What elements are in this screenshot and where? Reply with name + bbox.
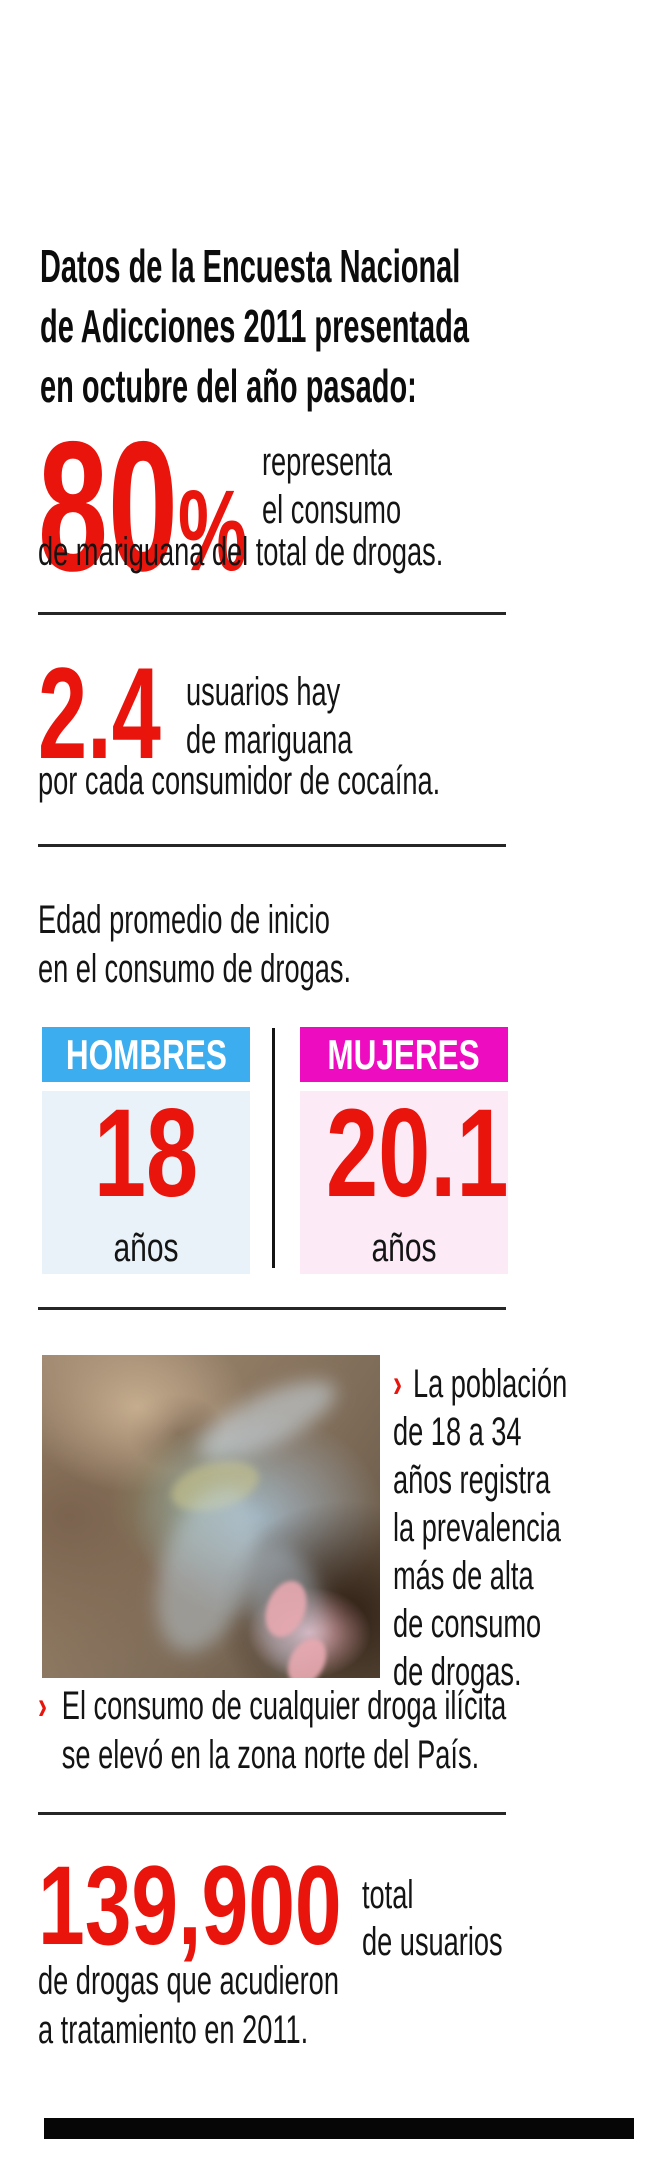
stat-usuarios-tail: por cada consumidor de cocaína. xyxy=(38,759,441,803)
bullet-poblacion-line1: La población xyxy=(412,1362,568,1406)
card-mujeres-unit: años xyxy=(371,1226,437,1270)
section-divider-1 xyxy=(38,612,506,615)
total-tail: de drogas que acudieron a tratamiento en… xyxy=(38,1957,339,2055)
total-tail-line1: de drogas que acudieron xyxy=(38,1959,339,2003)
card-hombres-label: HOMBRES xyxy=(65,1030,227,1078)
chevron-bullet-icon: › xyxy=(393,1362,403,1406)
bullet-consumo-line2: se elevó en la zona norte del País. xyxy=(61,1733,480,1777)
total-value: 139,900 xyxy=(38,1843,342,1968)
card-mujeres-body: 20.1 años xyxy=(300,1091,508,1274)
intro-title-line1: Datos de la Encuesta Nacional xyxy=(40,240,461,292)
bullet-poblacion-line2: de 18 a 34 xyxy=(393,1410,522,1454)
stat-usuarios-side-text: usuarios hay de mariguana xyxy=(186,668,352,764)
age-heading-line1: Edad promedio de inicio xyxy=(38,898,330,942)
stat-mariguana-side-line1: representa xyxy=(262,440,393,484)
intro-title-line2: de Adicciones 2011 presentada xyxy=(40,300,470,352)
card-mujeres-label: MUJERES xyxy=(327,1030,481,1078)
bullet-poblacion-line3: años registra xyxy=(393,1458,551,1502)
section-divider-4 xyxy=(38,1812,506,1815)
bullet-poblacion-line5: más de alta xyxy=(393,1554,534,1598)
card-hombres-unit: años xyxy=(113,1226,179,1270)
cards-vertical-divider xyxy=(272,1028,275,1268)
stat-mariguana-percent-sign: % xyxy=(177,467,248,595)
total-side-line2: de usuarios xyxy=(362,1920,503,1964)
bullet-poblacion: › La población de 18 a 34 años registra l… xyxy=(393,1360,567,1696)
intro-title: Datos de la Encuesta Nacional de Adiccio… xyxy=(40,236,469,416)
stat-mariguana-side-text: representa el consumo xyxy=(262,438,401,534)
total-side-text: total de usuarios xyxy=(362,1872,503,1966)
stat-mariguana-tail: de mariguana del total de drogas. xyxy=(38,530,444,574)
total-side-line1: total xyxy=(362,1873,414,1917)
age-heading: Edad promedio de inicio en el consumo de… xyxy=(38,896,351,994)
bullet-poblacion-line4: la prevalencia xyxy=(393,1506,561,1550)
card-mujeres: MUJERES 20.1 años xyxy=(300,1027,508,1274)
card-hombres: HOMBRES 18 años xyxy=(42,1027,250,1274)
card-mujeres-value: 20.1 xyxy=(326,1084,509,1223)
chevron-bullet-icon: › xyxy=(38,1684,48,1728)
section-divider-3 xyxy=(38,1307,506,1310)
total-tail-line2: a tratamiento en 2011. xyxy=(38,2008,309,2052)
age-heading-line2: en el consumo de drogas. xyxy=(38,947,352,991)
intro-title-line3: en octubre del año pasado: xyxy=(40,360,417,412)
stat-usuarios-side-line2: de mariguana xyxy=(186,718,353,762)
bullet-poblacion-line6: de consumo xyxy=(393,1602,542,1646)
bullet-consumo-line1: El consumo de cualquier droga ilícita xyxy=(61,1684,507,1728)
photo-smoke-wisp xyxy=(188,1365,346,1475)
bullet-poblacion-line7: de drogas. xyxy=(393,1650,522,1694)
stat-usuarios-side-line1: usuarios hay xyxy=(186,670,341,714)
card-hombres-body: 18 años xyxy=(42,1091,250,1274)
stat-usuarios-value: 2.4 xyxy=(38,640,161,786)
photo-person-smoking xyxy=(42,1355,380,1678)
card-mujeres-header: MUJERES xyxy=(300,1027,508,1082)
stat-mariguana-value: 80% xyxy=(38,415,247,600)
bullet-consumo: › El consumo de cualquier droga ilícita … xyxy=(38,1682,506,1780)
stat-mariguana-side-line2: el consumo xyxy=(262,488,402,532)
bottom-black-bar xyxy=(44,2118,634,2139)
card-hombres-value: 18 xyxy=(93,1084,199,1223)
stat-mariguana-number: 80 xyxy=(38,404,178,610)
card-hombres-header: HOMBRES xyxy=(42,1027,250,1082)
section-divider-2 xyxy=(38,844,506,847)
